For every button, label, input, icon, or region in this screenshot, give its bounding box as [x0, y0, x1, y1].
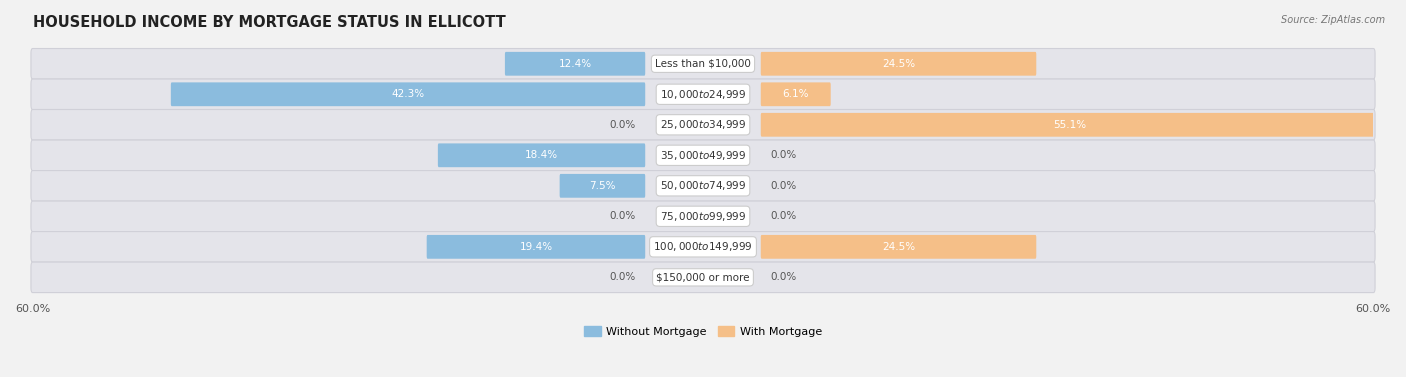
FancyBboxPatch shape [31, 49, 1375, 79]
Text: 42.3%: 42.3% [391, 89, 425, 99]
Text: $100,000 to $149,999: $100,000 to $149,999 [654, 240, 752, 253]
Text: 24.5%: 24.5% [882, 242, 915, 252]
FancyBboxPatch shape [761, 235, 1036, 259]
FancyBboxPatch shape [31, 170, 1375, 201]
Text: $150,000 or more: $150,000 or more [657, 272, 749, 282]
FancyBboxPatch shape [31, 262, 1375, 293]
Text: 0.0%: 0.0% [770, 150, 797, 160]
Text: HOUSEHOLD INCOME BY MORTGAGE STATUS IN ELLICOTT: HOUSEHOLD INCOME BY MORTGAGE STATUS IN E… [32, 15, 505, 30]
Text: 19.4%: 19.4% [519, 242, 553, 252]
Text: 24.5%: 24.5% [882, 59, 915, 69]
FancyBboxPatch shape [31, 201, 1375, 231]
Text: $35,000 to $49,999: $35,000 to $49,999 [659, 149, 747, 162]
FancyBboxPatch shape [437, 143, 645, 167]
Text: 18.4%: 18.4% [524, 150, 558, 160]
Text: 6.1%: 6.1% [783, 89, 808, 99]
Text: $75,000 to $99,999: $75,000 to $99,999 [659, 210, 747, 223]
FancyBboxPatch shape [426, 235, 645, 259]
Text: Source: ZipAtlas.com: Source: ZipAtlas.com [1281, 15, 1385, 25]
Text: $10,000 to $24,999: $10,000 to $24,999 [659, 88, 747, 101]
FancyBboxPatch shape [172, 83, 645, 106]
FancyBboxPatch shape [761, 113, 1378, 137]
Text: 0.0%: 0.0% [609, 272, 636, 282]
FancyBboxPatch shape [761, 83, 831, 106]
Text: 0.0%: 0.0% [609, 211, 636, 221]
FancyBboxPatch shape [505, 52, 645, 76]
Text: Less than $10,000: Less than $10,000 [655, 59, 751, 69]
Text: 12.4%: 12.4% [558, 59, 592, 69]
Text: 0.0%: 0.0% [770, 272, 797, 282]
FancyBboxPatch shape [31, 79, 1375, 110]
FancyBboxPatch shape [31, 140, 1375, 170]
FancyBboxPatch shape [761, 52, 1036, 76]
Text: $25,000 to $34,999: $25,000 to $34,999 [659, 118, 747, 131]
Text: 55.1%: 55.1% [1053, 120, 1085, 130]
Legend: Without Mortgage, With Mortgage: Without Mortgage, With Mortgage [579, 322, 827, 341]
FancyBboxPatch shape [560, 174, 645, 198]
FancyBboxPatch shape [31, 110, 1375, 140]
Text: 0.0%: 0.0% [609, 120, 636, 130]
Text: $50,000 to $74,999: $50,000 to $74,999 [659, 179, 747, 192]
FancyBboxPatch shape [31, 231, 1375, 262]
Text: 0.0%: 0.0% [770, 211, 797, 221]
Text: 0.0%: 0.0% [770, 181, 797, 191]
Text: 7.5%: 7.5% [589, 181, 616, 191]
